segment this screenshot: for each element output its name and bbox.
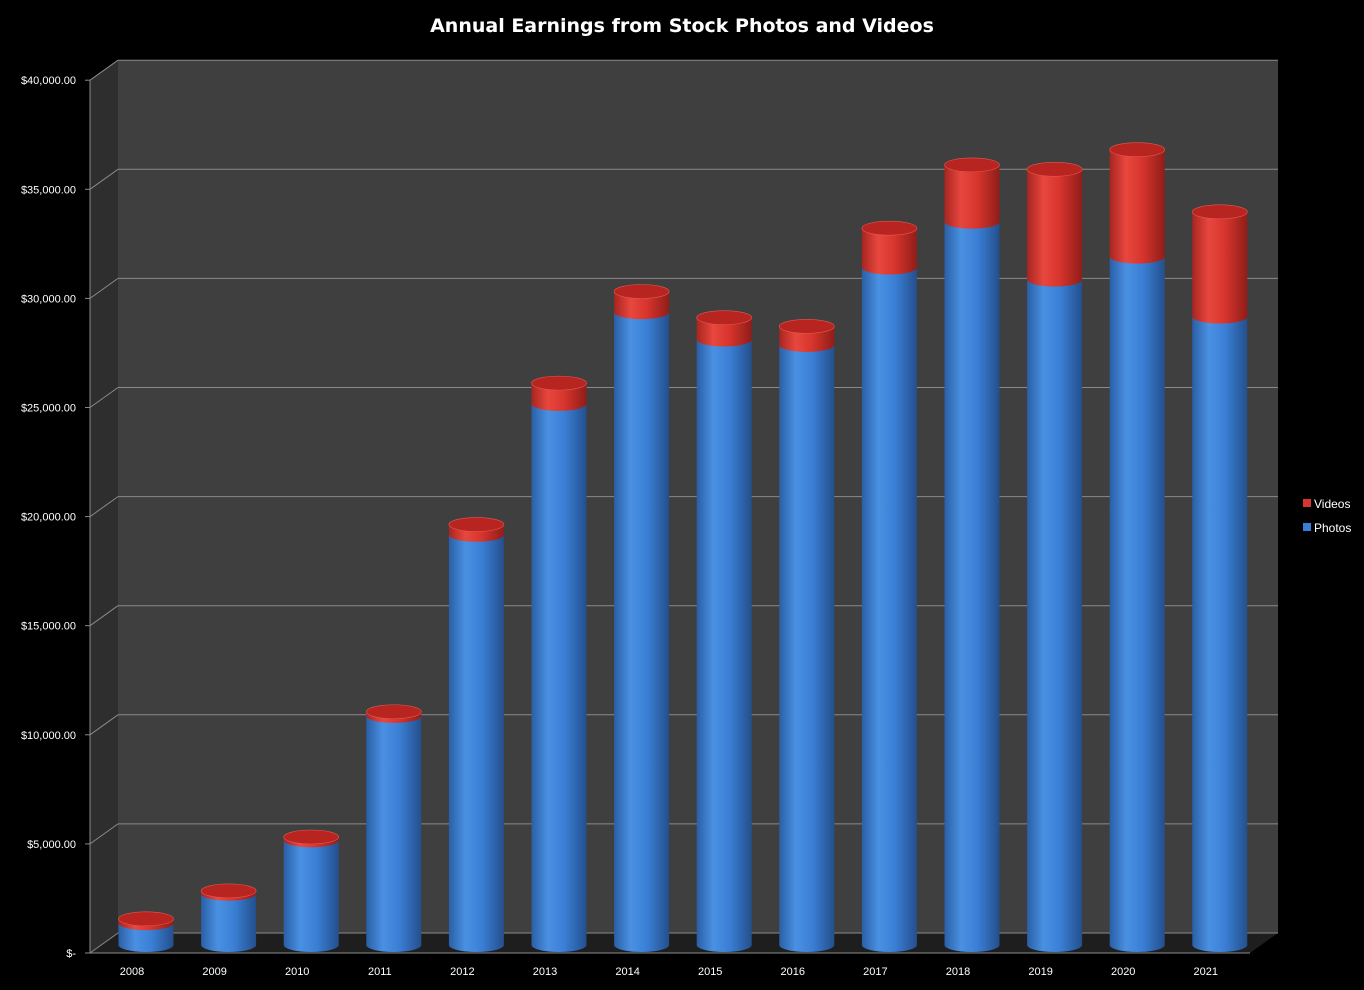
bar-videos-2021 [1192,211,1248,324]
bar-videos-2018 [944,164,1000,229]
legend: Videos Photos [1303,497,1351,535]
bar-photos-2018 [944,221,1000,953]
gridline-side [89,823,119,845]
bar-top-cap-2009 [200,883,257,899]
bar-top-cap-2017 [861,220,918,236]
legend-swatch-photos [1303,523,1311,531]
bar-photos-2016 [779,344,835,952]
bar-top-cap-2016 [778,319,835,334]
x-tick-label: 2016 [781,966,805,978]
bar-videos-2019 [1027,169,1083,287]
x-tick-label: 2012 [450,966,474,978]
bar-group-2020 [1109,142,1165,953]
x-tick-label: 2018 [946,966,970,978]
gridline-side [89,605,119,627]
gridline-side [89,168,119,190]
bar-videos-2014 [614,291,670,320]
bar-group-2014 [613,284,670,953]
gridline-side [89,932,119,954]
bar-group-2010 [283,829,340,952]
x-tick-label: 2008 [120,966,144,978]
x-tick-label: 2010 [285,966,309,978]
bar-top-cap-2021 [1192,204,1248,220]
bar-group-2012 [448,517,505,952]
x-tick-label: 2014 [615,966,639,978]
bar-group-2009 [200,883,257,952]
legend-label-photos: Photos [1314,521,1351,535]
gridline-side [89,496,119,518]
bar-group-2021 [1192,204,1248,953]
bar-top-cap-2012 [448,517,505,532]
bar-photos-2014 [614,312,670,953]
y-tick-label: $5,000.00 [27,839,76,851]
bar-photos-2008 [118,923,174,952]
bar-group-2008 [118,911,174,952]
bar-videos-2017 [861,228,917,275]
bar-photos-2010 [283,840,339,952]
bar-photos-2015 [696,339,752,952]
bar-top-cap-2010 [283,829,340,845]
y-tick-label: $25,000.00 [21,403,76,415]
bar-photos-2021 [1192,316,1248,953]
legend-swatch-videos [1303,499,1311,507]
gridline-side [89,714,119,736]
bar-photos-2020 [1109,256,1165,953]
bar-videos-2020 [1109,149,1165,264]
x-tick-label: 2017 [863,966,887,978]
bar-videos-2013 [531,383,587,411]
bar-group-2018 [944,157,1000,953]
gridline-side [89,277,119,299]
bar-group-2013 [531,375,587,952]
x-tick-label: 2011 [368,966,392,978]
x-tick-label: 2013 [533,966,557,978]
bar-top-cap-2013 [531,375,587,391]
gridline-side [89,387,119,408]
bar-videos-2016 [779,326,835,352]
gridline-side [89,59,119,81]
y-tick-label: $15,000.00 [21,621,76,633]
x-tick-label: 2021 [1194,966,1218,978]
bar-group-2016 [778,319,835,952]
chart-title: Annual Earnings from Stock Photos and Vi… [430,15,934,37]
bar-group-2017 [861,220,918,952]
bar-group-2015 [696,310,753,952]
x-tick-label: 2020 [1111,966,1135,978]
bar-photos-2011 [366,715,422,952]
x-tick-label: 2019 [1028,966,1052,978]
floor [90,933,1278,953]
y-tick-label: $30,000.00 [21,293,76,305]
y-tick-label: $40,000.00 [21,75,76,87]
bar-photos-2009 [201,893,257,952]
y-tick-label: $35,000.00 [21,184,76,196]
bar-photos-2019 [1027,279,1083,952]
x-tick-label: 2015 [698,966,722,978]
bar-top-cap-2015 [696,310,753,325]
bar-photos-2012 [448,534,504,952]
bar-top-cap-2008 [118,911,174,927]
bar-photos-2017 [861,267,917,952]
bar-top-cap-2018 [944,157,1000,173]
x-tick-label: 2009 [202,966,226,978]
bar-top-cap-2019 [1026,161,1083,177]
bar-top-cap-2011 [365,704,422,720]
bar-group-2019 [1026,161,1083,952]
legend-label-videos: Videos [1314,497,1350,511]
bar-top-cap-2014 [613,284,670,299]
y-tick-label: $- [66,948,76,960]
y-tick-label: $20,000.00 [21,512,76,524]
bar-top-cap-2020 [1109,142,1165,157]
bar-group-2011 [365,704,422,952]
bar-photos-2013 [531,403,587,952]
bar-videos-2015 [696,317,752,347]
y-tick-label: $10,000.00 [21,730,76,742]
